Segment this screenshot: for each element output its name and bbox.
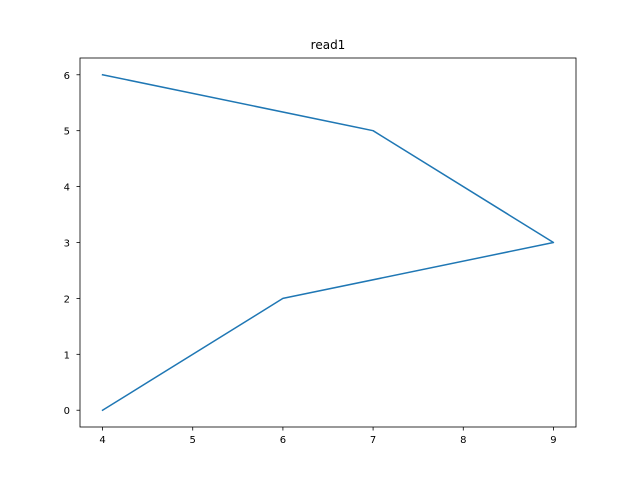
plot-area: 4 5 6 7 8 9 0 1 2 3 4 5 6 [64, 57, 577, 446]
y-tick-label: 5 [64, 127, 70, 138]
y-tick-label: 3 [64, 239, 70, 250]
series-line-0 [101, 73, 555, 412]
x-tick-label: 5 [190, 435, 196, 446]
x-tick-label: 8 [460, 435, 466, 446]
chart-title: read1 [311, 38, 346, 52]
x-tick-label: 7 [370, 435, 376, 446]
y-tick-label: 2 [64, 294, 70, 305]
y-tick-label: 4 [64, 183, 70, 194]
y-tick-label: 6 [64, 71, 70, 82]
y-tick-label: 0 [64, 406, 70, 417]
x-tick-label: 4 [99, 435, 105, 446]
y-tick-label: 1 [64, 350, 70, 361]
x-tick-label: 6 [280, 435, 286, 446]
x-tick-label: 9 [550, 435, 556, 446]
axes-frame [79, 57, 577, 428]
